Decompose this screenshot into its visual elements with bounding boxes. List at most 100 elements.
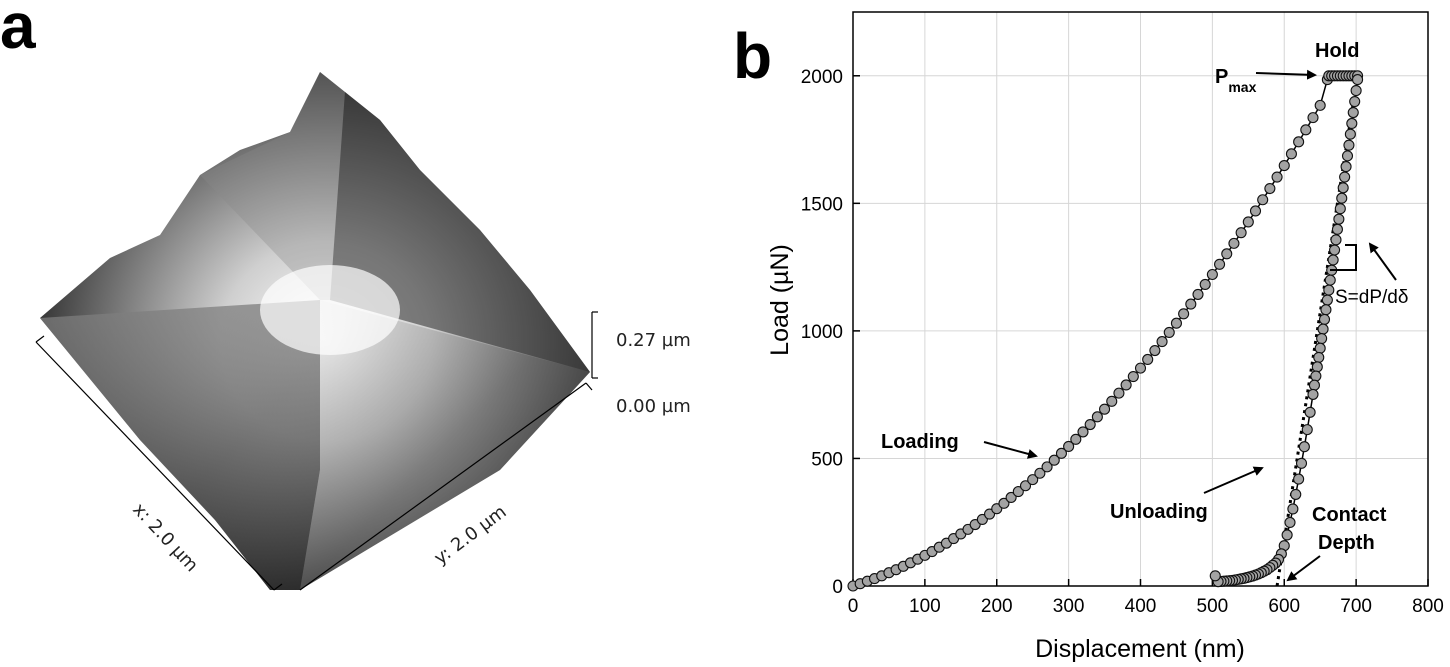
unloading-point xyxy=(1352,74,1364,86)
z-min-label: 0.00 µm xyxy=(616,396,691,417)
panel-b-letter: b xyxy=(733,20,772,92)
unloading-point xyxy=(1317,323,1329,335)
x-tick-label: 600 xyxy=(1268,596,1300,617)
loading-arrow xyxy=(983,441,1038,459)
tangent-line xyxy=(1275,75,1360,587)
loading-point xyxy=(1228,237,1240,249)
loading-point xyxy=(1257,194,1269,206)
unloading-point xyxy=(1318,313,1331,325)
unloading-label: Unloading xyxy=(1110,501,1208,523)
loading-point xyxy=(1206,268,1218,281)
loading-point xyxy=(1142,353,1154,366)
y-tick-label: 1000 xyxy=(801,322,843,343)
stiffness-bracket xyxy=(1330,244,1357,271)
contact-depth-label-1: Contact xyxy=(1312,504,1387,526)
loading-line xyxy=(852,79,1329,587)
loading-point xyxy=(1249,205,1262,217)
loading-point xyxy=(1134,362,1147,374)
x-tick-label: 400 xyxy=(1125,596,1157,617)
unloading-point xyxy=(1333,213,1345,225)
unloading-point xyxy=(1281,529,1293,541)
panel-a-letter: a xyxy=(0,0,36,62)
unloading-point xyxy=(1323,284,1335,296)
x-tick-labels: 0 100 200 300 400 500 600 700 800 xyxy=(848,596,1444,617)
loading-point xyxy=(1214,258,1226,270)
y-tick-label: 500 xyxy=(811,449,843,470)
unloading-point xyxy=(1350,85,1362,97)
unloading-point xyxy=(1301,424,1313,436)
loading-point xyxy=(1084,418,1096,431)
unloading-point xyxy=(1330,234,1342,246)
loading-point xyxy=(1099,403,1111,415)
hold-label: Hold xyxy=(1315,40,1359,62)
loading-point xyxy=(1005,491,1017,504)
loading-point xyxy=(1178,308,1190,320)
loading-point xyxy=(1242,216,1254,228)
unloading-point xyxy=(1334,203,1346,215)
unloading-point xyxy=(1327,254,1339,266)
panel-b: b 0 100 200 300 400 500 600 700 800 0 500 1000 1500… xyxy=(733,11,1444,663)
loading-point xyxy=(1264,182,1276,195)
unloading-point xyxy=(1284,516,1296,529)
loading-point xyxy=(1293,136,1305,148)
unloading-point xyxy=(1298,441,1310,453)
data-points xyxy=(847,70,1364,592)
unloading-arrow xyxy=(1203,466,1264,494)
y-tick-label: 0 xyxy=(832,577,843,598)
unloading-point xyxy=(1346,117,1358,130)
loading-point xyxy=(1300,124,1312,136)
unloading-point xyxy=(1287,503,1299,515)
loading-point xyxy=(1185,298,1197,310)
loading-point xyxy=(1235,227,1247,239)
y-tick-label: 2000 xyxy=(801,67,843,88)
x-tick-label: 700 xyxy=(1340,596,1372,617)
loading-point xyxy=(1048,454,1060,466)
unloading-point xyxy=(1293,473,1305,485)
x-range-label: x: 2.0 µm xyxy=(128,499,202,576)
loading-point xyxy=(1063,440,1075,453)
pmax-arrow xyxy=(1255,69,1317,80)
afm-surface xyxy=(40,72,590,590)
unloading-point xyxy=(1336,192,1348,204)
y-range-label: y: 2.0 µm xyxy=(430,501,510,569)
loading-point xyxy=(1278,160,1290,172)
unloading-point xyxy=(1308,379,1320,391)
loading-point xyxy=(1314,99,1326,111)
unloading-point xyxy=(1209,570,1221,582)
loading-point xyxy=(1199,278,1211,291)
unloading-point xyxy=(1304,406,1316,418)
unloading-point xyxy=(1320,304,1332,316)
loading-point xyxy=(1170,317,1182,329)
unloading-point xyxy=(1311,361,1323,373)
loading-point xyxy=(1192,288,1204,300)
y-axis-title: Load (µN) xyxy=(766,244,794,356)
loading-point xyxy=(1307,112,1319,124)
unloading-point xyxy=(1290,488,1302,500)
x-tick-label: 300 xyxy=(1053,596,1085,617)
loading-point xyxy=(1012,486,1024,498)
unloading-point xyxy=(1340,161,1352,173)
loading-point xyxy=(1055,447,1067,459)
unloading-point xyxy=(1307,388,1319,400)
x-axis-title: Displacement (nm) xyxy=(1035,635,1245,663)
x-tick-label: 100 xyxy=(909,596,941,617)
loading-point xyxy=(1221,248,1233,260)
y-tick-labels: 0 500 1000 1500 2000 xyxy=(801,67,843,598)
loading-label: Loading xyxy=(881,431,959,453)
x-tick-label: 0 xyxy=(848,596,859,617)
x-tick-label: 200 xyxy=(981,596,1013,617)
afm-axes xyxy=(35,311,598,591)
pmax-label: Pmax xyxy=(1215,66,1257,95)
loading-point xyxy=(1070,433,1082,445)
loading-point xyxy=(1163,326,1175,338)
loading-point xyxy=(1120,379,1132,391)
x-tick-label: 800 xyxy=(1412,596,1444,617)
unloading-point xyxy=(1313,351,1325,363)
contact-depth-arrow xyxy=(1286,555,1321,582)
loading-point xyxy=(1149,344,1161,357)
loading-point xyxy=(1041,461,1053,473)
loading-point xyxy=(1034,467,1046,479)
unloading-point xyxy=(1343,139,1355,151)
unloading-point xyxy=(1339,171,1351,183)
